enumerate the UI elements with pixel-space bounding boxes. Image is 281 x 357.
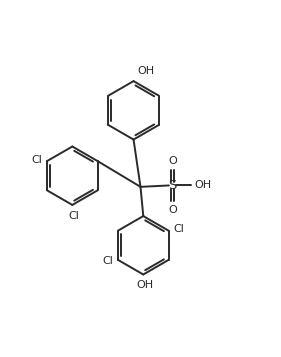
Text: OH: OH bbox=[136, 280, 153, 290]
Text: O: O bbox=[168, 156, 177, 166]
Text: OH: OH bbox=[194, 180, 211, 190]
Text: Cl: Cl bbox=[174, 224, 184, 234]
Text: Cl: Cl bbox=[102, 256, 113, 266]
Text: S: S bbox=[168, 179, 177, 192]
Text: O: O bbox=[168, 205, 177, 215]
Text: Cl: Cl bbox=[68, 211, 79, 221]
Text: Cl: Cl bbox=[31, 155, 42, 165]
Text: OH: OH bbox=[137, 66, 154, 76]
